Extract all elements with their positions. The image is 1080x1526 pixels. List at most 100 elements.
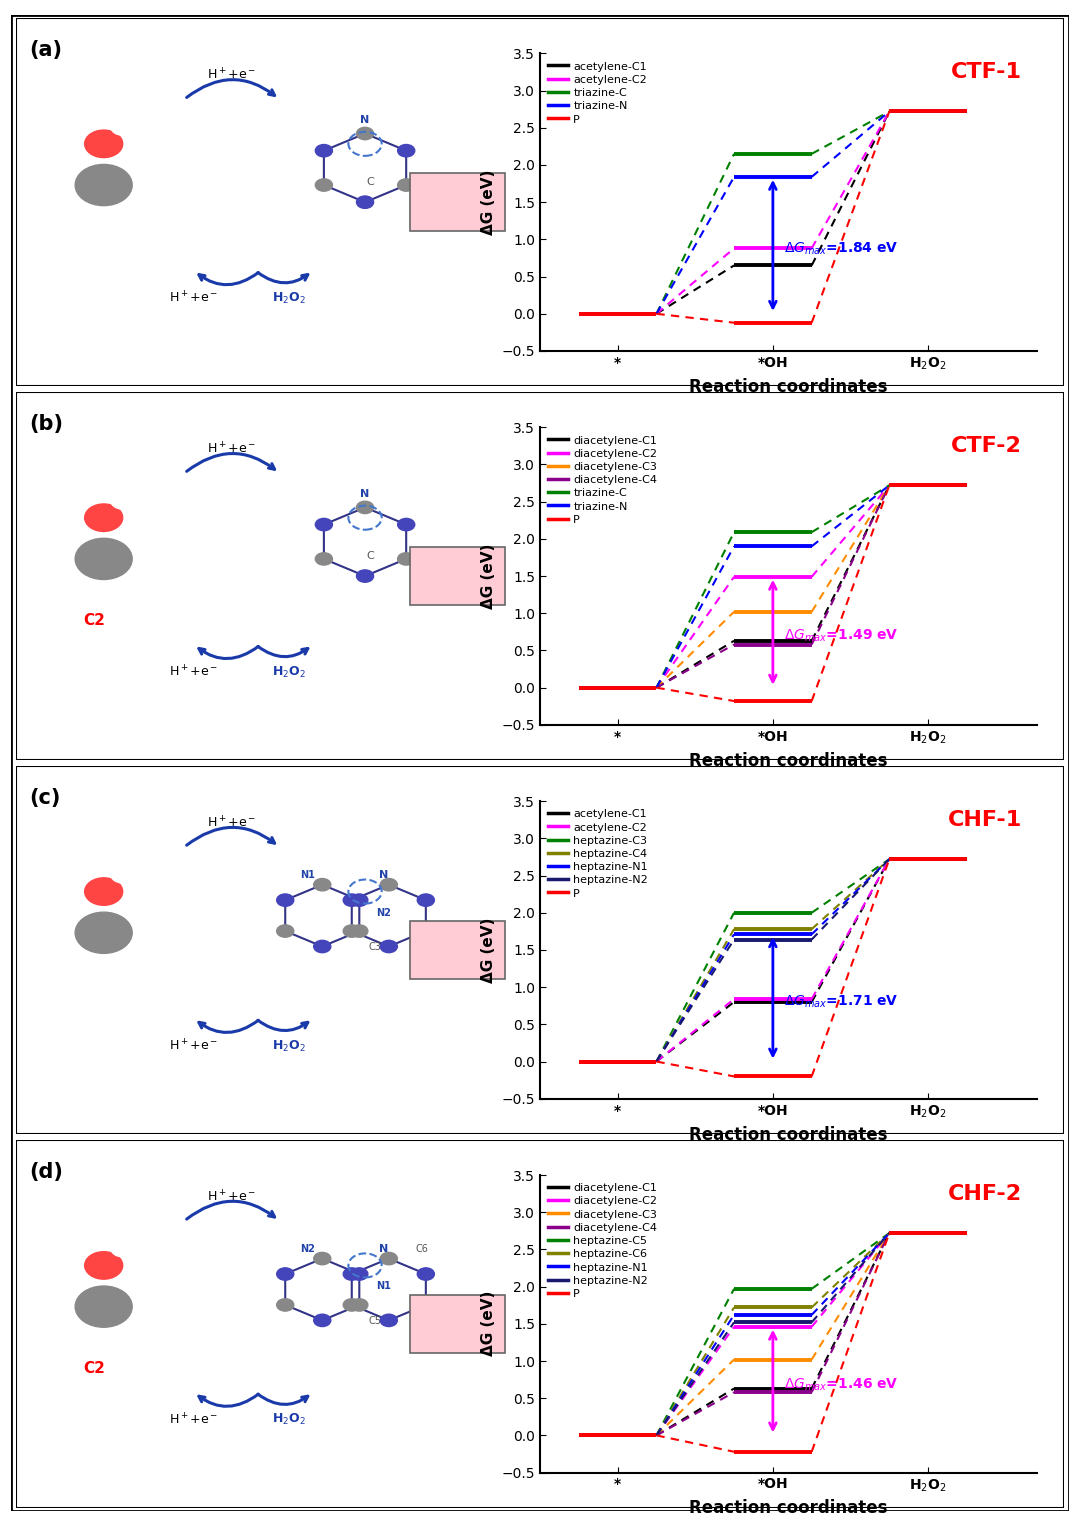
Circle shape (84, 130, 123, 157)
X-axis label: Reaction coordinates: Reaction coordinates (689, 1500, 888, 1517)
Circle shape (380, 1253, 397, 1265)
Text: N2: N2 (377, 908, 391, 917)
Text: H$_2$O$_2$: H$_2$O$_2$ (272, 1413, 306, 1427)
Text: C5: C5 (368, 1315, 381, 1326)
Text: CTF-2: CTF-2 (951, 436, 1022, 456)
Text: C2: C2 (450, 942, 465, 952)
Text: N1: N1 (377, 1282, 391, 1291)
FancyBboxPatch shape (16, 1140, 1064, 1508)
Circle shape (356, 569, 374, 583)
FancyBboxPatch shape (16, 392, 1064, 760)
Text: (c): (c) (29, 787, 60, 809)
Legend: diacetylene-C1, diacetylene-C2, diacetylene-C3, diacetylene-C4, heptazine-C5, he: diacetylene-C1, diacetylene-C2, diacetyl… (545, 1181, 660, 1302)
Text: CTF-1: CTF-1 (950, 63, 1022, 82)
X-axis label: Reaction coordinates: Reaction coordinates (689, 752, 888, 769)
Circle shape (351, 1268, 368, 1280)
Text: H$^+$+e$^-$: H$^+$+e$^-$ (207, 815, 256, 830)
Circle shape (76, 539, 132, 580)
Circle shape (356, 501, 374, 514)
Text: C3: C3 (450, 1315, 465, 1326)
Text: C2: C2 (83, 613, 105, 629)
FancyBboxPatch shape (410, 546, 505, 606)
Text: C2: C2 (83, 1361, 105, 1376)
Text: C1: C1 (414, 1315, 429, 1326)
Text: $\Delta G_{max}$=1.71 eV: $\Delta G_{max}$=1.71 eV (784, 993, 899, 1010)
Text: H$^+$+e$^-$: H$^+$+e$^-$ (170, 290, 218, 307)
Text: $\Delta G_{max}$=1.84 eV: $\Delta G_{max}$=1.84 eV (784, 241, 899, 258)
Legend: acetylene-C1, acetylene-C2, heptazine-C3, heptazine-C4, heptazine-N1, heptazine-: acetylene-C1, acetylene-C2, heptazine-C3… (545, 807, 650, 900)
Circle shape (351, 894, 368, 906)
Circle shape (380, 1314, 397, 1326)
Text: N: N (361, 116, 369, 125)
Circle shape (111, 1239, 135, 1257)
Text: P: P (490, 568, 498, 578)
Text: C4: C4 (469, 1315, 483, 1326)
Circle shape (315, 552, 333, 565)
Text: C2: C2 (450, 194, 465, 204)
Circle shape (417, 1299, 434, 1311)
Circle shape (343, 925, 361, 937)
Text: H$^+$+e$^-$: H$^+$+e$^-$ (170, 1038, 218, 1054)
Y-axis label: ΔG (eV): ΔG (eV) (481, 169, 496, 235)
FancyBboxPatch shape (410, 1294, 505, 1354)
Text: P: P (484, 194, 491, 204)
X-axis label: Reaction coordinates: Reaction coordinates (689, 378, 888, 395)
Circle shape (397, 145, 415, 157)
Circle shape (417, 925, 434, 937)
FancyBboxPatch shape (16, 18, 1064, 386)
Y-axis label: ΔG (eV): ΔG (eV) (481, 543, 496, 609)
Text: C2: C2 (432, 568, 447, 578)
Text: H$^+$+e$^-$: H$^+$+e$^-$ (170, 664, 218, 681)
Text: C3: C3 (368, 942, 381, 952)
Circle shape (276, 894, 294, 906)
Circle shape (276, 925, 294, 937)
Text: CHF-2: CHF-2 (948, 1184, 1022, 1204)
Y-axis label: ΔG (eV): ΔG (eV) (481, 1291, 496, 1357)
Circle shape (397, 552, 415, 565)
Text: C2: C2 (432, 1315, 447, 1326)
Text: N: N (379, 1244, 389, 1254)
Text: C4: C4 (469, 568, 483, 578)
Text: H$_2$O$_2$: H$_2$O$_2$ (272, 1039, 306, 1053)
Circle shape (397, 519, 415, 531)
Text: (d): (d) (29, 1161, 63, 1183)
Text: N2: N2 (300, 1244, 315, 1254)
Circle shape (111, 491, 135, 510)
Text: C1: C1 (420, 942, 435, 952)
Text: N: N (379, 870, 389, 881)
Circle shape (84, 504, 123, 531)
Circle shape (84, 877, 123, 905)
Circle shape (356, 127, 374, 140)
Text: H$^+$+e$^-$: H$^+$+e$^-$ (170, 1412, 218, 1428)
Circle shape (417, 894, 434, 906)
Text: H$^+$+e$^-$: H$^+$+e$^-$ (207, 67, 256, 82)
Circle shape (276, 1268, 294, 1280)
Text: P: P (490, 1315, 498, 1326)
Circle shape (343, 894, 361, 906)
Text: N: N (361, 490, 369, 499)
Circle shape (111, 865, 135, 884)
FancyBboxPatch shape (410, 920, 505, 980)
Text: C3: C3 (450, 568, 465, 578)
Circle shape (313, 1314, 330, 1326)
Text: P: P (484, 942, 491, 952)
Circle shape (380, 940, 397, 952)
Text: H$_2$O$_2$: H$_2$O$_2$ (272, 665, 306, 679)
Circle shape (380, 879, 397, 891)
Circle shape (417, 1268, 434, 1280)
Text: $\Delta G_{max}$=1.49 eV: $\Delta G_{max}$=1.49 eV (784, 627, 899, 644)
Text: C: C (366, 551, 374, 562)
Text: (b): (b) (29, 414, 63, 435)
Circle shape (276, 1299, 294, 1311)
Circle shape (351, 1299, 368, 1311)
Circle shape (76, 1286, 132, 1328)
Y-axis label: ΔG (eV): ΔG (eV) (481, 917, 496, 983)
Circle shape (351, 925, 368, 937)
Circle shape (313, 940, 330, 952)
Circle shape (76, 165, 132, 206)
Text: H$_2$O$_2$: H$_2$O$_2$ (272, 291, 306, 305)
Circle shape (397, 179, 415, 191)
Text: $\Delta G_{max}$=1.46 eV: $\Delta G_{max}$=1.46 eV (784, 1376, 899, 1393)
Text: H$^+$+e$^-$: H$^+$+e$^-$ (207, 1189, 256, 1204)
Legend: diacetylene-C1, diacetylene-C2, diacetylene-C3, diacetylene-C4, triazine-C, tria: diacetylene-C1, diacetylene-C2, diacetyl… (545, 433, 660, 526)
